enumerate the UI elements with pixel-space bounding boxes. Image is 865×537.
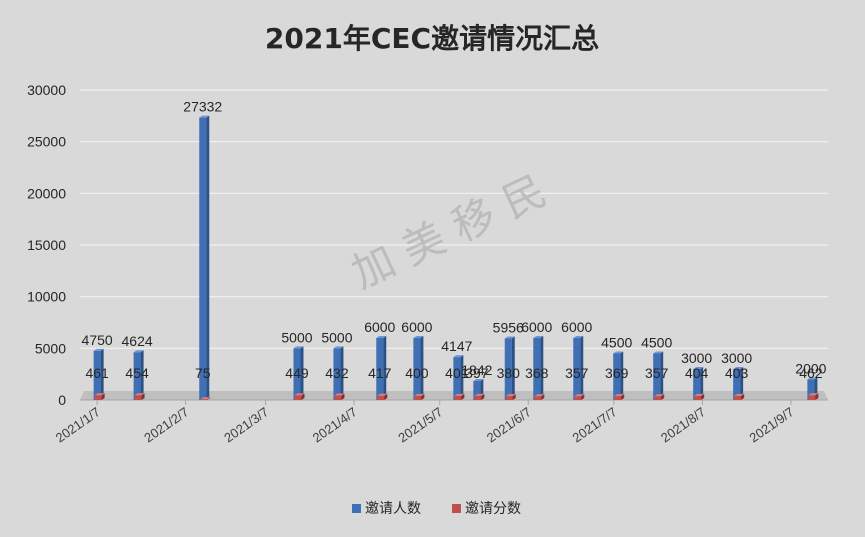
score-bar [505,394,516,400]
score-value-label: 357 [565,365,589,381]
invite-bar [733,367,744,400]
score-value-label: 432 [325,365,349,381]
invite-bar [333,346,344,400]
legend-swatch [452,504,461,513]
x-tick-label: 2021/6/7 [484,404,534,445]
y-tick-label: 10000 [27,289,66,305]
score-bar [294,393,305,400]
invite-bar [199,115,210,400]
score-value-label: 449 [285,365,309,381]
legend-swatch [352,504,361,513]
invite-value-label: 3000 [681,350,712,366]
legend-item-invites[interactable]: 邀请人数 [352,501,421,517]
invite-value-label: 5000 [321,329,352,345]
legend-label: 邀请人数 [365,501,421,517]
y-tick-label: 25000 [27,134,66,150]
invite-value-label: 4500 [601,335,632,351]
x-tick-label: 2021/5/7 [395,404,445,445]
data-labels: 4750 461 4624 454 27332 75 5000 449 5000 432 6000 4… [82,99,827,381]
invite-value-label: 1842 [461,362,492,378]
score-bar [414,393,425,400]
invite-value-label: 6000 [561,319,592,335]
score-bar [200,397,211,400]
invite-value-label: 6000 [521,319,552,335]
score-value-label: 461 [85,365,109,381]
score-value-label: 380 [497,365,521,381]
score-bar [808,393,819,400]
score-bar [734,393,745,400]
invite-value-label: 5956 [493,319,524,335]
invite-bar [613,351,624,400]
score-bar [377,393,388,400]
invite-bar [376,336,387,400]
score-bar [534,394,545,400]
score-bar [694,393,705,400]
score-value-label: 357 [645,365,669,381]
x-axis: 2021/1/7 2021/2/7 2021/3/7 2021/4/7 2021/5/7… [53,400,797,445]
bar-series [93,115,819,400]
score-value-label: 368 [525,365,549,381]
x-tick-label: 2021/2/7 [141,404,191,445]
invite-bar [93,348,104,400]
score-bar [454,393,465,400]
invite-value-label: 2000 [795,360,826,376]
invite-bar [453,355,464,400]
watermark-text: 加 美 移 民 [344,166,553,298]
score-bar [134,393,145,400]
chart-title: 2021年CEC邀请情况汇总 [265,22,599,55]
score-value-label: 454 [125,365,149,381]
y-tick-label: 20000 [27,185,66,201]
x-tick-label: 2021/9/7 [747,404,797,445]
invite-bar [653,351,664,400]
score-value-label: 403 [725,365,749,381]
score-bar [654,394,665,400]
score-bar [94,393,105,400]
score-value-label: 369 [605,365,629,381]
invite-bar [413,336,424,400]
invite-value-label: 27332 [183,99,222,115]
invite-value-label: 6000 [364,319,395,335]
score-value-label: 462 [799,365,823,381]
score-value-label: 417 [368,365,392,381]
x-tick-label: 2021/4/7 [310,404,360,445]
y-tick-label: 15000 [27,237,66,253]
x-tick-label: 2021/1/7 [53,404,103,445]
y-tick-label: 30000 [27,82,66,98]
score-value-label: 397 [465,365,489,381]
invite-bar [693,367,704,400]
invite-value-label: 6000 [401,319,432,335]
invite-value-label: 4750 [82,332,113,348]
invite-bar [533,336,544,400]
invite-bar [573,336,584,400]
x-tick-label: 2021/3/7 [221,404,271,445]
legend-item-scores[interactable]: 邀请分数 [452,501,521,517]
invite-bar [293,346,304,400]
invite-value-label: 4500 [641,335,672,351]
invite-value-label: 4147 [441,338,472,354]
legend[interactable]: 邀请人数 邀请分数 [352,501,521,517]
invite-bar [504,336,515,400]
score-bar [334,393,345,400]
score-bar [474,393,485,400]
legend-label: 邀请分数 [465,501,521,517]
score-bar [574,394,585,400]
x-tick-label: 2021/8/7 [658,404,708,445]
y-axis: 0 5000 10000 15000 20000 25000 30000 [27,82,66,408]
invite-value-label: 3000 [721,350,752,366]
invite-value-label: 4624 [122,333,153,349]
y-tick-label: 5000 [35,340,66,356]
score-value-label: 400 [405,365,429,381]
score-value-label: 75 [195,365,211,381]
y-tick-label: 0 [58,392,66,408]
invite-value-label: 5000 [281,329,312,345]
score-value-label: 404 [685,365,709,381]
score-bar [614,394,625,400]
x-tick-label: 2021/7/7 [570,404,620,445]
score-value-label: 401 [445,365,469,381]
invite-bar [133,350,144,400]
